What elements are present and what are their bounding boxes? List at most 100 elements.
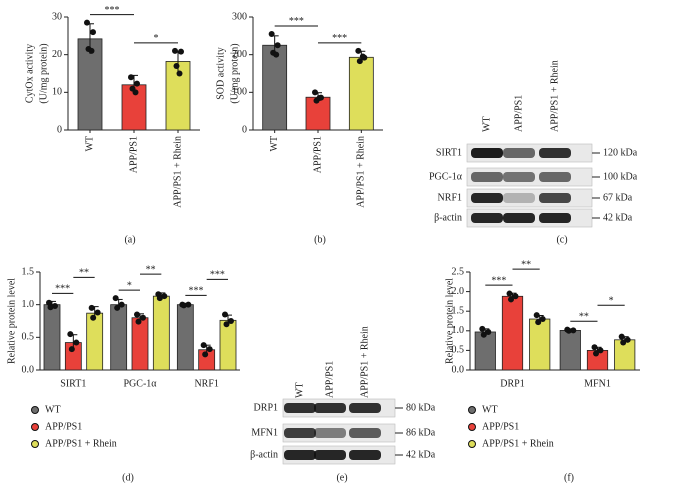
y-tick-label: 200: [232, 49, 247, 60]
data-point: [180, 302, 187, 309]
y-tick-label: 20: [52, 49, 62, 60]
data-point: [134, 80, 140, 87]
x-tick-label: MFN1: [584, 378, 611, 389]
bar: [501, 295, 524, 371]
significance-label: ***: [105, 5, 120, 16]
bar: [219, 319, 237, 371]
lane-label: APP/PS1 + Rhein: [359, 326, 370, 398]
y-axis-label: Relative protein level: [6, 278, 17, 364]
data-point: [134, 311, 140, 318]
blot-band: [349, 450, 381, 460]
data-point: [508, 296, 514, 303]
data-point: [90, 314, 97, 321]
significance-label: ***: [189, 286, 204, 297]
data-point: [94, 309, 101, 316]
y-axis-label: Relative protein level: [444, 278, 455, 364]
legend-label: APP/PS1 + Rhein: [482, 438, 554, 449]
lane-label: WT: [294, 382, 305, 398]
bar: [43, 304, 61, 371]
data-point: [565, 327, 572, 334]
panel-label: (f): [564, 472, 574, 483]
data-point: [533, 312, 540, 319]
legend-label: APP/PS1: [45, 421, 82, 432]
data-point: [173, 62, 180, 69]
data-point: [274, 42, 281, 49]
lane-label: APP/PS1: [513, 95, 524, 132]
x-tick-label: PGC-1α: [123, 378, 157, 389]
bar: [474, 331, 496, 371]
data-point: [114, 304, 121, 311]
bar: [176, 304, 194, 371]
legend-label: WT: [45, 404, 61, 415]
y-tick-label: 10: [52, 87, 62, 98]
protein-label: NRF1: [438, 192, 462, 203]
blot-band: [471, 172, 503, 182]
bar: [529, 318, 551, 371]
data-point: [591, 344, 598, 351]
y-tick-label: 1.5: [452, 305, 465, 316]
legend-label: APP/PS1: [482, 421, 519, 432]
data-point: [156, 295, 163, 302]
significance-label: ***: [491, 275, 506, 286]
lane-label: WT: [481, 116, 492, 132]
y-axis-label: SOD activity: [215, 47, 226, 100]
y-tick-label: 0.0: [452, 364, 465, 375]
significance-label: **: [79, 268, 89, 279]
data-point: [161, 293, 168, 300]
y-tick-label: 2.0: [452, 286, 465, 297]
legend-label: WT: [482, 404, 498, 415]
protein-label: β-actin: [434, 212, 462, 223]
data-point: [597, 347, 604, 354]
bar: [559, 330, 581, 371]
significance-label: *: [154, 33, 159, 44]
data-point: [316, 94, 323, 101]
bar: [348, 56, 374, 131]
x-tick-label: DRP1: [500, 378, 524, 389]
data-point: [200, 342, 207, 349]
bar: [77, 38, 103, 131]
x-tick-label: APP/PS1: [312, 136, 323, 173]
size-label: 120 kDa: [603, 147, 638, 158]
significance-label: *: [609, 296, 614, 307]
legend-marker: [31, 406, 39, 414]
data-point: [273, 51, 280, 58]
legend-marker: [468, 423, 476, 431]
data-point: [228, 318, 234, 324]
data-point: [112, 295, 119, 302]
blot-band: [539, 213, 571, 223]
significance-label: ***: [210, 270, 225, 281]
size-label: 86 kDa: [406, 427, 436, 438]
blot-band: [471, 148, 503, 158]
protein-label: β-actin: [250, 449, 278, 460]
data-point: [118, 301, 125, 308]
blot-band: [284, 403, 316, 413]
blot-band: [284, 428, 316, 438]
blot-band: [539, 193, 571, 203]
data-point: [479, 325, 486, 332]
blot-band: [503, 172, 535, 182]
legend-marker: [31, 440, 39, 448]
y-tick-label: 2.5: [452, 266, 465, 277]
blot-band: [471, 193, 503, 203]
size-label: 42 kDa: [603, 212, 633, 223]
y-tick-label: 0.5: [452, 345, 465, 356]
size-label: 42 kDa: [406, 449, 436, 460]
blot-band: [314, 428, 346, 438]
data-point: [312, 89, 318, 96]
x-tick-label: APP/PS1 + Rhein: [356, 136, 367, 208]
x-tick-label: APP/PS1: [128, 136, 139, 173]
data-point: [47, 304, 54, 311]
significance-label: ***: [289, 16, 304, 27]
data-point: [202, 351, 209, 358]
x-tick-label: WT: [84, 136, 95, 152]
data-point: [178, 48, 184, 55]
data-point: [222, 311, 228, 318]
blot-band: [349, 428, 381, 438]
y-tick-label: 30: [52, 11, 62, 22]
y-tick-label: 1.0: [452, 325, 465, 336]
legend-marker: [468, 440, 476, 448]
y-tick-label: 100: [232, 87, 247, 98]
data-point: [52, 302, 58, 309]
blot-band: [539, 148, 571, 158]
